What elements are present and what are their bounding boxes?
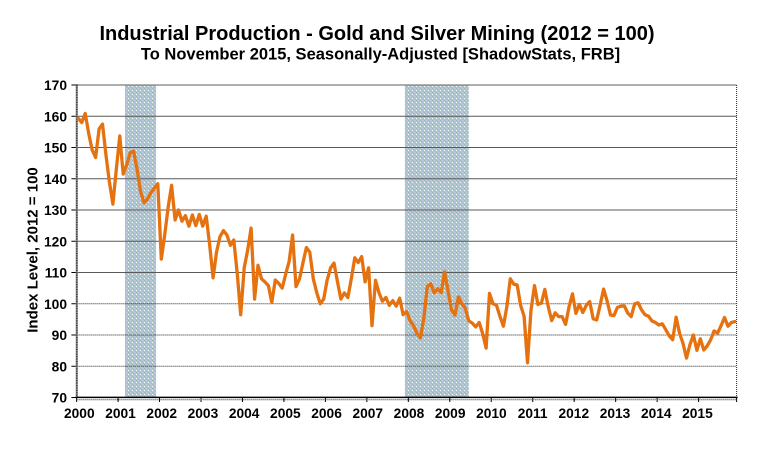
svg-text:2001: 2001 — [105, 406, 136, 421]
svg-text:100: 100 — [44, 297, 67, 312]
svg-text:110: 110 — [45, 266, 68, 281]
svg-text:80: 80 — [52, 359, 68, 374]
svg-text:2013: 2013 — [600, 406, 631, 421]
svg-text:To November 2015, Seasonally-A: To November 2015, Seasonally-Adjusted [S… — [141, 46, 620, 64]
svg-text:150: 150 — [44, 141, 67, 156]
svg-text:2002: 2002 — [146, 406, 177, 421]
svg-text:2007: 2007 — [352, 406, 383, 421]
svg-text:2012: 2012 — [559, 406, 590, 421]
svg-text:2009: 2009 — [435, 406, 466, 421]
svg-text:2008: 2008 — [394, 406, 425, 421]
svg-text:130: 130 — [44, 203, 67, 218]
svg-text:140: 140 — [44, 172, 67, 187]
svg-text:2015: 2015 — [682, 406, 713, 421]
svg-text:2003: 2003 — [188, 406, 219, 421]
svg-text:2014: 2014 — [641, 406, 672, 421]
svg-text:160: 160 — [44, 109, 67, 124]
svg-text:2005: 2005 — [270, 406, 301, 421]
svg-text:90: 90 — [52, 328, 68, 343]
svg-text:2011: 2011 — [518, 406, 548, 421]
svg-text:2004: 2004 — [229, 406, 260, 421]
svg-text:Index Level, 2012 = 100: Index Level, 2012 = 100 — [25, 167, 42, 333]
svg-text:70: 70 — [52, 391, 68, 406]
svg-text:2010: 2010 — [476, 406, 507, 421]
svg-text:Industrial Production - Gold a: Industrial Production - Gold and Silver … — [99, 23, 654, 45]
svg-text:170: 170 — [44, 78, 67, 93]
svg-text:120: 120 — [44, 234, 67, 249]
svg-text:2000: 2000 — [64, 406, 95, 421]
svg-text:2006: 2006 — [311, 406, 342, 421]
